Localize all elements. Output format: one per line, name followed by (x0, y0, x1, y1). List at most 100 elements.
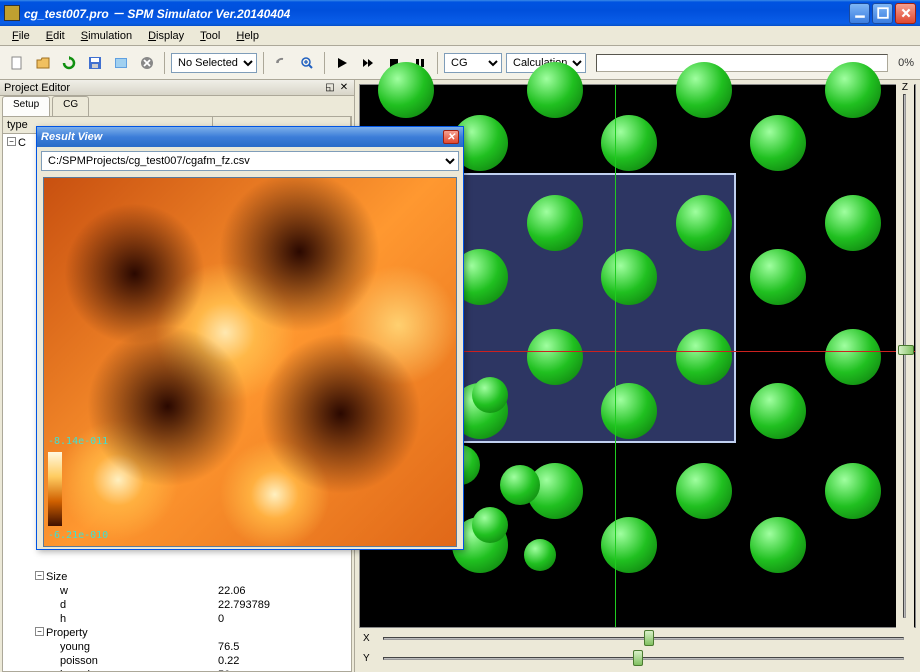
window-close-button[interactable] (895, 3, 916, 24)
result-afm-image: -8.14e-011 -6.21e-010 (43, 177, 457, 547)
menu-help[interactable]: Help (228, 28, 267, 44)
project-editor-header: Project Editor ◱ ✕ (0, 80, 354, 96)
tree-item-label: C (18, 137, 26, 149)
result-view-title: Result View (41, 131, 443, 143)
play-icon[interactable] (331, 52, 353, 74)
y-slider[interactable] (383, 657, 904, 660)
menu-simulation[interactable]: Simulation (73, 28, 140, 44)
tree-row[interactable]: young 76.5 (5, 640, 349, 654)
atom-sphere (601, 517, 657, 573)
tree-row[interactable]: poisson 0.22 (5, 654, 349, 668)
open-folder-icon[interactable] (32, 52, 54, 74)
minimize-button[interactable] (849, 3, 870, 24)
toolbar: No Selected CG Calculation 0% (0, 46, 920, 80)
tree-row[interactable]: −Property (5, 626, 349, 640)
atom-sphere (527, 195, 583, 251)
x-slider-thumb[interactable] (644, 630, 654, 646)
crosshair-vertical (615, 85, 616, 627)
tree-row[interactable]: hamaker50 (5, 668, 349, 672)
x-slider[interactable] (383, 637, 904, 640)
undock-icon[interactable]: ◱ (324, 82, 336, 94)
axis-y-label: Y (363, 653, 375, 664)
axis-x-label: X (363, 633, 375, 644)
tree-toggle-icon[interactable]: − (35, 627, 44, 636)
atom-sphere (676, 463, 732, 519)
atom-sphere (472, 507, 508, 543)
window-titlebar: cg_test007.pro － SPM Simulator Ver.20140… (0, 0, 920, 26)
atom-sphere (676, 195, 732, 251)
tree-toggle-icon[interactable]: − (35, 571, 44, 580)
atom-sphere (676, 62, 732, 118)
result-view-window[interactable]: Result View ✕ C:/SPMProjects/cg_test007/… (36, 126, 464, 550)
atom-sphere (825, 62, 881, 118)
atom-sphere (527, 62, 583, 118)
undo-icon[interactable] (270, 52, 292, 74)
atom-sphere (750, 517, 806, 573)
atom-sphere (825, 329, 881, 385)
window-title: cg_test007.pro － SPM Simulator Ver.20140… (24, 5, 849, 22)
atom-sphere (750, 249, 806, 305)
tree-item-label: Property (46, 627, 88, 639)
tree-item-value: 0.22 (218, 655, 239, 667)
atom-sphere (601, 249, 657, 305)
z-slider-thumb[interactable] (898, 345, 914, 355)
save-icon[interactable] (84, 52, 106, 74)
project-editor-tabs: Setup CG (0, 96, 354, 116)
menu-edit[interactable]: Edit (38, 28, 73, 44)
tree-item-label: d (60, 599, 66, 611)
axis-z-label: Z (902, 82, 908, 93)
atom-sphere (750, 383, 806, 439)
tree-row[interactable]: h0 (5, 612, 349, 626)
image-icon[interactable] (110, 52, 132, 74)
panel-close-icon[interactable]: ✕ (338, 82, 350, 94)
menu-tool[interactable]: Tool (192, 28, 228, 44)
result-file-path-dropdown[interactable]: C:/SPMProjects/cg_test007/cgafm_fz.csv (41, 151, 459, 171)
tree-toggle-icon[interactable]: − (7, 137, 16, 146)
maximize-button[interactable] (872, 3, 893, 24)
atom-sphere (676, 329, 732, 385)
tree-item-value: 76.5 (218, 641, 239, 653)
tree-item-value: 22.793789 (218, 599, 270, 611)
y-slider-row: Y (359, 648, 916, 668)
tree-row[interactable]: −Size (5, 570, 349, 584)
tree-item-label: Size (46, 571, 67, 583)
result-view-titlebar[interactable]: Result View ✕ (37, 127, 463, 147)
atom-sphere (500, 465, 540, 505)
mode-dropdown[interactable]: CG (444, 53, 502, 73)
colorscale-min-label: -6.21e-010 (48, 530, 108, 541)
tree-item-value: 22.06 (218, 585, 246, 597)
atom-sphere (601, 115, 657, 171)
tree-row[interactable]: w22.06 (5, 584, 349, 598)
menu-file[interactable]: File (4, 28, 38, 44)
atom-sphere (378, 62, 434, 118)
selection-dropdown[interactable]: No Selected (171, 53, 257, 73)
x-slider-row: X (359, 628, 916, 648)
tree-item-label: poisson (60, 655, 98, 667)
result-view-close-button[interactable]: ✕ (443, 130, 459, 144)
zoom-in-icon[interactable] (296, 52, 318, 74)
atom-sphere (472, 377, 508, 413)
colorscale-max-label: -8.14e-011 (48, 436, 108, 447)
atom-sphere (825, 463, 881, 519)
z-slider[interactable]: Z (896, 84, 914, 628)
atom-sphere (825, 195, 881, 251)
y-slider-thumb[interactable] (633, 650, 643, 666)
project-editor-title: Project Editor (4, 82, 322, 94)
tree-item-value: 0 (218, 613, 224, 625)
atom-sphere (527, 329, 583, 385)
app-icon (4, 5, 20, 21)
atom-sphere (750, 115, 806, 171)
progress-percent: 0% (898, 57, 914, 69)
tab-cg[interactable]: CG (52, 96, 89, 116)
new-file-icon[interactable] (6, 52, 28, 74)
atom-sphere (524, 539, 556, 571)
reload-icon[interactable] (58, 52, 80, 74)
fast-forward-icon[interactable] (357, 52, 379, 74)
delete-icon[interactable] (136, 52, 158, 74)
tab-setup[interactable]: Setup (2, 96, 50, 116)
menu-display[interactable]: Display (140, 28, 192, 44)
tree-item-label: young (60, 641, 90, 653)
menubar: File Edit Simulation Display Tool Help (0, 26, 920, 46)
tree-row[interactable]: d 22.793789 (5, 598, 349, 612)
tree-item-label: h (60, 613, 66, 625)
